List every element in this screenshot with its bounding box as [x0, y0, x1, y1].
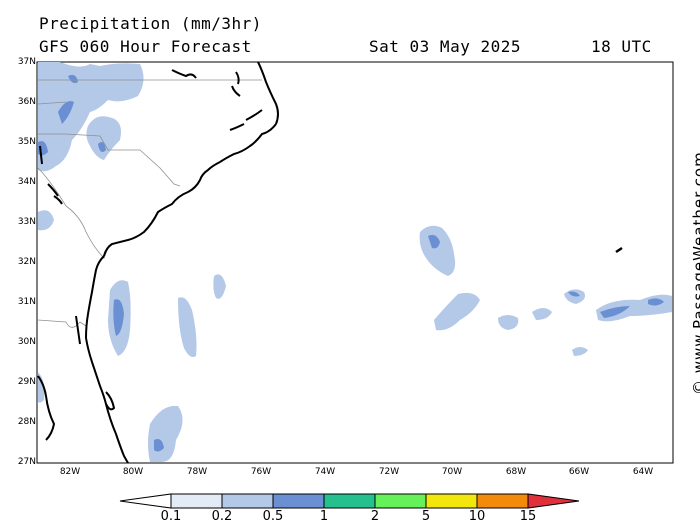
colorbar-label-15: 15 — [519, 509, 537, 524]
colorbar-label-5: 5 — [421, 509, 431, 524]
precip-atlantic-3 — [498, 315, 519, 330]
colorbar-label-0.1: 0.1 — [160, 509, 182, 524]
precip-atlantic-7 — [572, 347, 588, 356]
lon-label-76w: 76W — [250, 467, 272, 477]
precip-core-1 — [58, 101, 74, 124]
border-tn — [37, 101, 67, 105]
precip-core-8 — [600, 306, 630, 318]
coast-florida — [85, 337, 129, 464]
colorbar-label-10: 10 — [468, 509, 486, 524]
precip-sc — [86, 116, 121, 160]
lat-label-36n: 36N — [17, 97, 36, 107]
lat-label-32n: 32N — [17, 257, 36, 267]
lon-label-70w: 70W — [441, 467, 463, 477]
coast-outer-banks — [219, 109, 277, 163]
precip-core-10 — [568, 291, 580, 297]
border-sc-ga — [37, 167, 109, 259]
lon-label-64w: 64W — [632, 467, 654, 477]
lon-label-80w: 80W — [122, 467, 144, 477]
coastline — [37, 61, 623, 464]
lon-label-68w: 68W — [505, 467, 527, 477]
precip-offshore-3 — [178, 297, 197, 357]
coast-georgia — [85, 255, 105, 339]
precip-atlantic-1 — [419, 225, 456, 276]
lat-label-34n: 34N — [17, 177, 36, 187]
precip-core-9 — [648, 298, 664, 306]
colorbar-label-0.2: 0.2 — [211, 509, 233, 524]
border-nc-sc — [38, 133, 181, 187]
model-forecast-label: GFS 060 Hour Forecast — [39, 37, 252, 56]
colorbar-label-1: 1 — [319, 509, 329, 524]
precip-areas-heavier — [38, 74, 664, 452]
precip-atlantic-4 — [532, 308, 552, 320]
lat-label-33n: 33N — [17, 217, 36, 227]
lat-label-28n: 28N — [17, 417, 36, 427]
colorbar-label-2: 2 — [370, 509, 380, 524]
lon-label-74w: 74W — [314, 467, 336, 477]
lat-label-35n: 35N — [17, 137, 36, 147]
lat-label-37n: 37N — [17, 57, 36, 67]
lat-label-27n: 27N — [17, 457, 36, 467]
lon-label-82w: 82W — [59, 467, 81, 477]
colorbar-label-0.5: 0.5 — [262, 509, 284, 524]
precip-core-4 — [98, 142, 106, 152]
bermuda — [615, 246, 623, 254]
coast-sc-islands — [39, 145, 81, 345]
coast-florida-west — [37, 375, 56, 441]
site-credit: © www.PassageWeather.com — [690, 151, 700, 395]
map-title: Precipitation (mm/3hr) — [39, 14, 262, 33]
lat-label-31n: 31N — [17, 297, 36, 307]
precip-atlantic-2 — [434, 292, 480, 331]
coast-nc-south — [103, 161, 221, 257]
lon-label-72w: 72W — [378, 467, 400, 477]
precip-core-2 — [68, 74, 78, 84]
coast-virginia — [257, 61, 279, 125]
map-frame — [36, 61, 674, 464]
precip-core-5 — [113, 299, 124, 336]
lon-label-66w: 66W — [568, 467, 590, 477]
lon-label-78w: 78W — [186, 467, 208, 477]
precip-nc-virginia — [38, 62, 144, 172]
forecast-date: Sat 03 May 2025 — [369, 37, 521, 56]
state-borders — [37, 79, 262, 328]
precip-offshore-2 — [213, 274, 226, 299]
border-ga-fl — [37, 319, 87, 328]
precip-core-7 — [154, 439, 164, 452]
precip-core-6 — [428, 234, 440, 249]
lat-label-30n: 30N — [17, 337, 36, 347]
lat-label-29n: 29N — [17, 377, 36, 387]
forecast-time: 18 UTC — [591, 37, 652, 56]
coast-chesapeake — [171, 69, 241, 97]
coast-keys — [105, 391, 116, 411]
precip-georgia-small — [38, 210, 54, 231]
